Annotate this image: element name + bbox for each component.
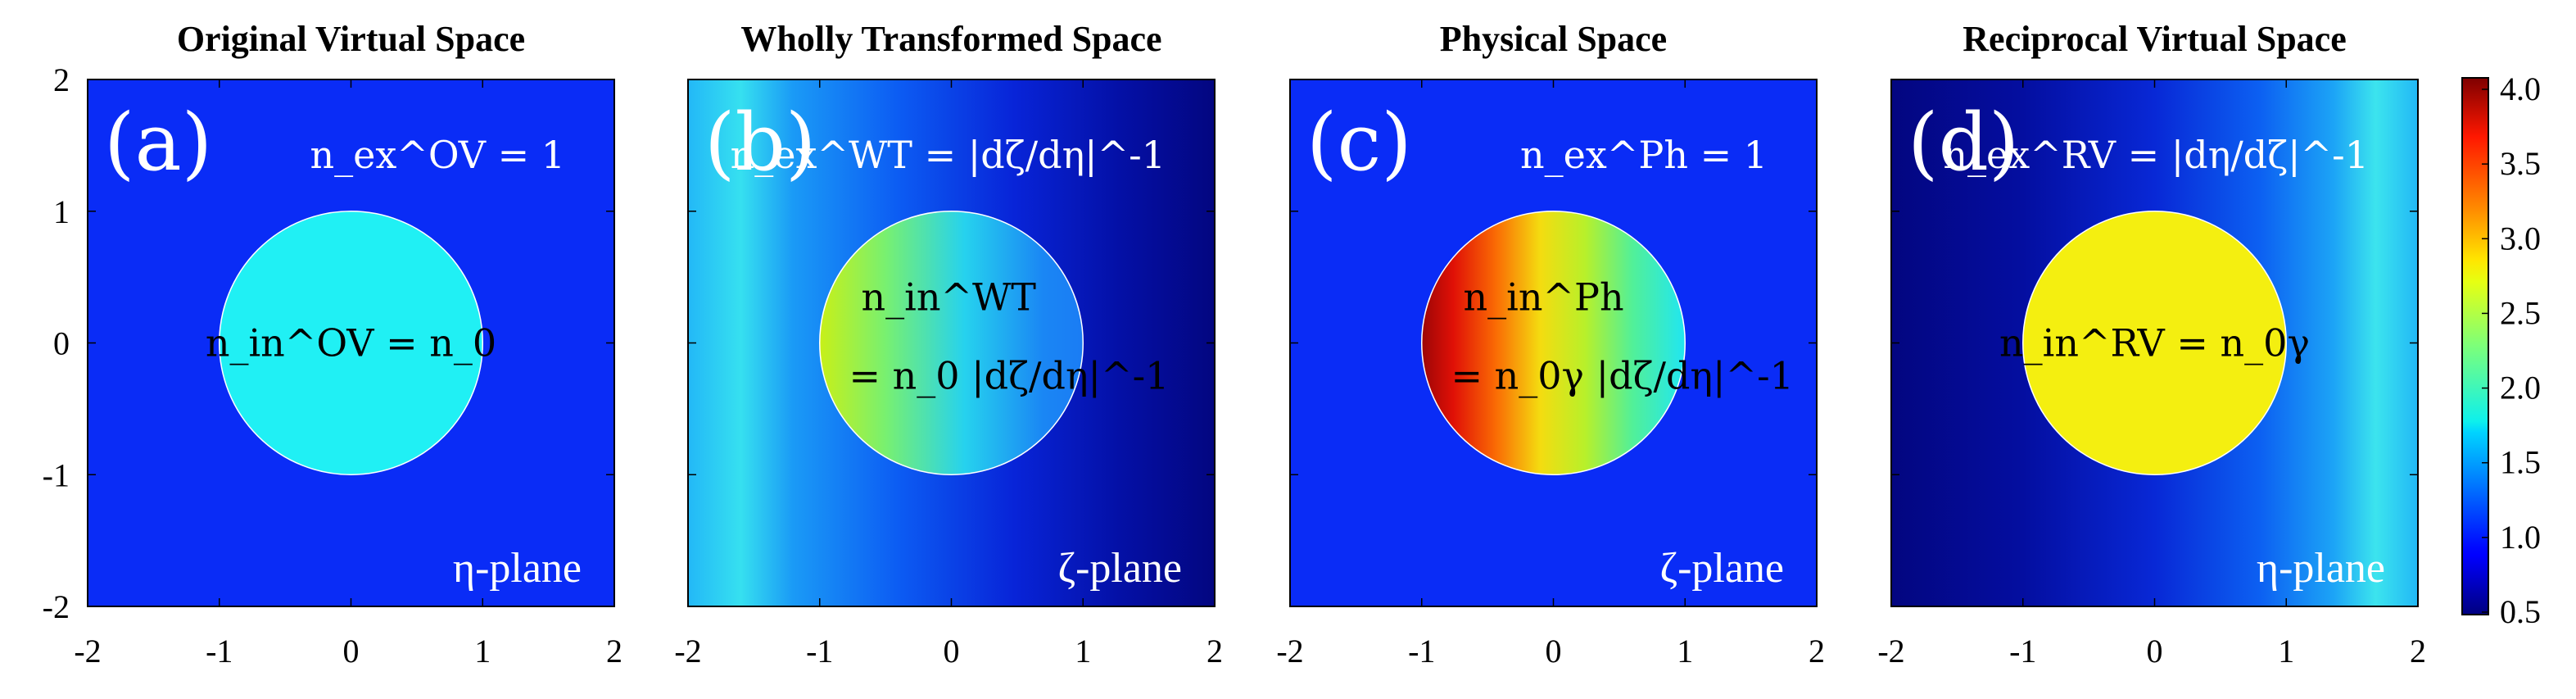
plane-label: η-plane (2257, 545, 2385, 592)
panel-c: Physical Space -2 -1 0 1 2 (c) ζ-plane n_ex^Ph =… (1276, 19, 1825, 669)
x-tick-label: -2 (674, 633, 701, 669)
exterior-equation: n_ex^OV = 1 (310, 133, 565, 177)
colorbar-ticks: 4.0 3.5 3.0 2.5 2.0 1.5 1.0 0.5 (2482, 70, 2541, 630)
panel-label: (a) (104, 97, 212, 188)
x-tick-label: 0 (1546, 633, 1562, 669)
x-tick-label: 0 (343, 633, 360, 669)
x-tick-label: 2 (606, 633, 622, 669)
colorbar-tick-label: 2.5 (2500, 294, 2541, 331)
exterior-equation: n_ex^WT = |dζ/dη|^-1 (731, 133, 1166, 177)
colorbar-tick-label: 0.5 (2500, 593, 2541, 630)
x-tick-label: 2 (1207, 633, 1223, 669)
x-tick-label: 1 (1677, 633, 1693, 669)
interior-circle (819, 211, 1084, 475)
plane-label: ζ-plane (1660, 545, 1784, 592)
x-tick-label: 1 (474, 633, 491, 669)
x-tick-label: -2 (74, 633, 101, 669)
y-tick-label: 1 (53, 193, 70, 230)
interior-equation-line2: = n_0γ |dζ/dη|^-1 (1451, 354, 1794, 398)
panel-title: Physical Space (1440, 19, 1667, 59)
interior-equation: n_in^RV = n_0γ (1999, 321, 2310, 365)
y-tick-label: 2 (53, 61, 70, 98)
x-tick-label: -1 (1408, 633, 1435, 669)
x-tick-label: 0 (944, 633, 960, 669)
colorbar-tick-label: 4.0 (2500, 70, 2541, 107)
panel-title: Wholly Transformed Space (740, 19, 1161, 59)
panels-group: Original Virtual Space -2 -1 0 1 2 2 1 0 -1 -2 (a) η… (43, 19, 2426, 669)
interior-circle (219, 211, 483, 475)
panel-b: Wholly Transformed Space -2 -1 0 1 2 (b) ζ-plan… (674, 19, 1223, 669)
x-tick-label: 1 (2278, 633, 2294, 669)
panel-d: Reciprocal Virtual Space -2 -1 0 1 2 (d) η-plan… (1877, 19, 2426, 669)
x-tick-label: -1 (2009, 633, 2036, 669)
panel-a: Original Virtual Space -2 -1 0 1 2 2 1 0 -1 -2 (a) η… (43, 19, 622, 669)
colorbar-tick-label: 1.5 (2500, 444, 2541, 481)
x-tick-label: -1 (806, 633, 833, 669)
x-tick-label: 0 (2147, 633, 2163, 669)
x-tick-label: -2 (1276, 633, 1303, 669)
plane-label: ζ-plane (1058, 545, 1182, 592)
interior-equation-line1: n_in^Ph (1464, 275, 1624, 320)
colorbar-tick-label: 3.0 (2500, 220, 2541, 256)
x-tick-label: 1 (1075, 633, 1091, 669)
panel-label: (d) (1908, 97, 2019, 188)
colorbar: 4.0 3.5 3.0 2.5 2.0 1.5 1.0 0.5 (2461, 70, 2541, 630)
interior-equation-line1: n_in^WT (862, 275, 1037, 320)
plane-label: η-plane (453, 545, 582, 592)
colorbar-tick-label: 1.0 (2500, 519, 2541, 556)
colorbar-bar (2461, 77, 2489, 615)
panel-label: (c) (1306, 97, 1412, 188)
panel-label: (b) (704, 97, 816, 188)
exterior-equation: n_ex^RV = |dη/dζ|^-1 (1943, 133, 2369, 177)
interior-circle (2022, 211, 2287, 475)
x-tick-label: -2 (1877, 633, 1904, 669)
x-tick-label: -1 (206, 633, 233, 669)
y-tick-label: -2 (43, 588, 70, 625)
y-tick-label: 0 (53, 325, 70, 362)
interior-circle (1421, 211, 1686, 475)
colorbar-tick-label: 3.5 (2500, 145, 2541, 182)
x-tick-label: 2 (2410, 633, 2426, 669)
interior-equation: n_in^OV = n_0 (206, 321, 496, 365)
panel-title: Original Virtual Space (177, 19, 525, 59)
exterior-equation: n_ex^Ph = 1 (1520, 133, 1768, 177)
panel-title: Reciprocal Virtual Space (1963, 19, 2346, 59)
x-tick-label: 2 (1809, 633, 1825, 669)
y-tick-label: -1 (43, 456, 70, 493)
colorbar-tick-label: 2.0 (2500, 370, 2541, 406)
interior-equation-line2: = n_0 |dζ/dη|^-1 (849, 354, 1170, 398)
